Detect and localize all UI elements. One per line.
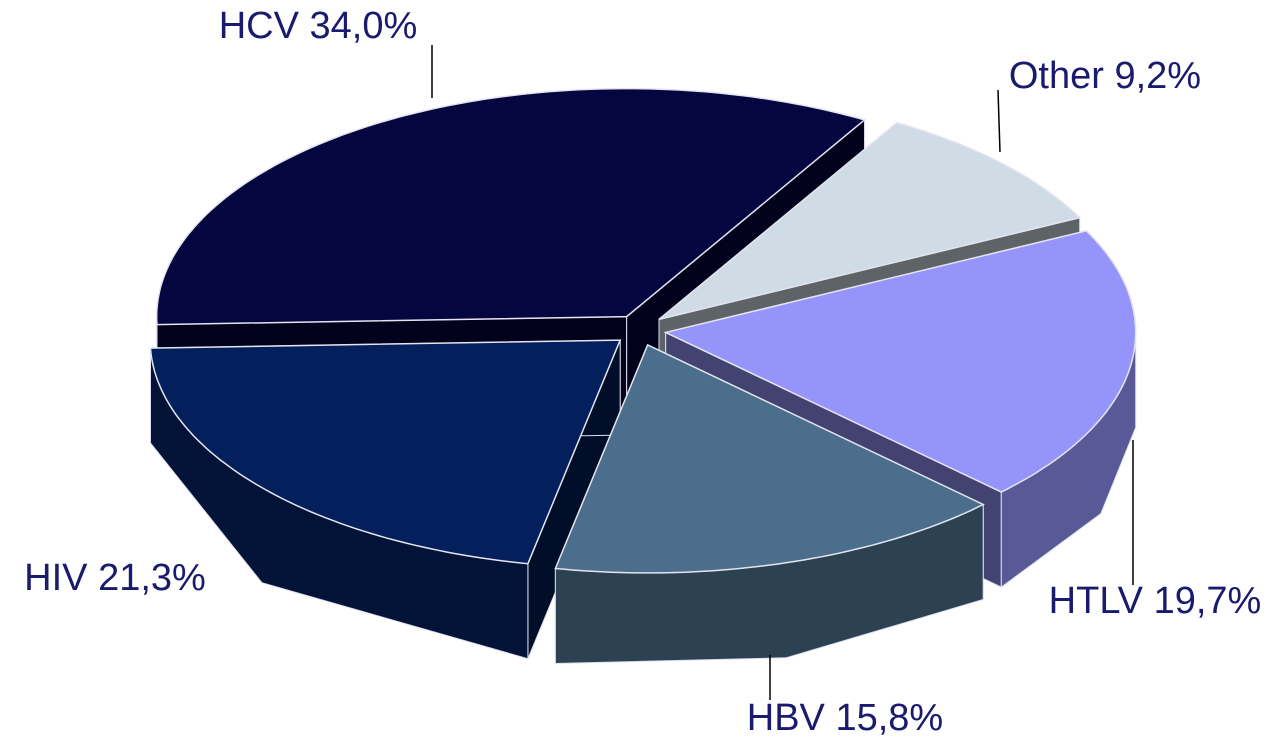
slice-label-value: 9,2% <box>1114 55 1201 97</box>
slice-label: HCV 34,0% <box>219 5 418 47</box>
slice-label: Other 9,2% <box>1009 55 1201 97</box>
slice-top <box>149 339 622 565</box>
slice-top <box>663 229 1137 493</box>
slice-label-name: HBV <box>747 697 826 739</box>
slice-top <box>155 87 867 326</box>
leader-line <box>997 89 1001 153</box>
slice-label-value: 34,0% <box>310 5 418 47</box>
slice-label-name: HCV <box>219 5 300 47</box>
slice-label: HIV 21,3% <box>24 557 206 599</box>
slice-label: HTLV 19,7% <box>1049 580 1262 622</box>
slice <box>554 343 985 665</box>
slice-label-value: 19,7% <box>1154 580 1262 622</box>
slice-top <box>658 121 1082 321</box>
slice <box>149 339 622 660</box>
slice-top <box>554 343 985 574</box>
slice-label-value: 21,3% <box>98 557 206 599</box>
slice-label-value: 15,8% <box>835 697 943 739</box>
slice-label-name: Other <box>1009 55 1104 97</box>
slice-label: HBV 15,8% <box>747 697 943 739</box>
slice-label-name: HIV <box>24 557 88 599</box>
slice-label-name: HTLV <box>1049 580 1144 622</box>
